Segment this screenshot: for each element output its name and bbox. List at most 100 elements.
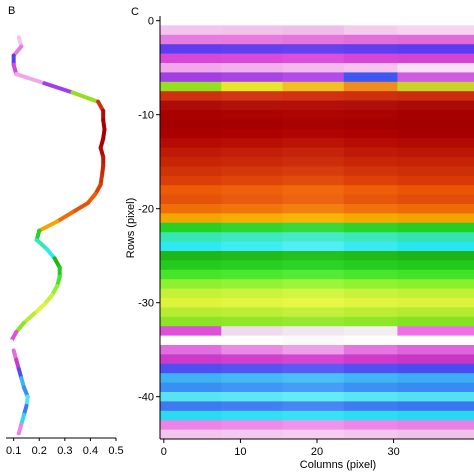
heatmap-cell bbox=[160, 166, 222, 177]
heatmap-cell bbox=[282, 345, 345, 355]
heatmap-cell bbox=[221, 335, 283, 346]
y-tick-label: -10 bbox=[138, 110, 154, 122]
heatmap-cell bbox=[282, 166, 345, 177]
heatmap-cell bbox=[343, 420, 398, 430]
panel-b-x-ticks: 0.1 0.2 0.3 0.4 0.5 bbox=[6, 438, 124, 457]
heatmap-cell bbox=[397, 44, 474, 54]
heatmap-cell bbox=[221, 110, 283, 120]
heatmap-cell bbox=[282, 204, 345, 214]
heatmap-cell bbox=[343, 298, 398, 308]
heatmap-cell bbox=[160, 128, 222, 139]
heatmap-cell bbox=[343, 175, 398, 186]
heatmap-cell bbox=[282, 382, 345, 393]
heatmap-cell bbox=[282, 91, 345, 101]
heatmap-cell bbox=[221, 251, 283, 261]
heatmap-cell bbox=[397, 128, 474, 139]
heatmap-cell bbox=[221, 401, 283, 412]
heatmap-cell bbox=[397, 316, 474, 327]
heatmap-cell bbox=[397, 373, 474, 383]
heatmap-cell bbox=[343, 147, 398, 158]
heatmap-cell bbox=[282, 222, 345, 233]
heatmap-cell bbox=[343, 241, 398, 252]
heatmap-cell bbox=[221, 185, 283, 195]
heatmap-cell bbox=[282, 298, 345, 308]
heatmap-cell bbox=[343, 345, 398, 355]
heatmap-cell bbox=[160, 410, 222, 421]
heatmap-cell bbox=[343, 16, 398, 26]
heatmap-cell bbox=[397, 363, 474, 374]
heatmap-cell bbox=[397, 138, 474, 148]
heatmap-cell bbox=[221, 166, 283, 177]
heatmap-cell bbox=[282, 410, 345, 421]
heatmap-cell bbox=[397, 175, 474, 186]
heatmap-cell bbox=[160, 373, 222, 383]
heatmap-cell bbox=[221, 260, 283, 271]
heatmap-cell bbox=[343, 269, 398, 280]
y-tick-label: -20 bbox=[138, 204, 154, 216]
heatmap-cell bbox=[221, 316, 283, 327]
heatmap-cell bbox=[282, 373, 345, 383]
heatmap-cell bbox=[282, 157, 345, 167]
heatmap-cell bbox=[343, 110, 398, 120]
profile-segment bbox=[14, 72, 47, 86]
profile-segment bbox=[70, 201, 90, 215]
heatmap-cell bbox=[282, 288, 345, 299]
heatmap-cell bbox=[221, 354, 283, 365]
heatmap-cell bbox=[282, 53, 345, 64]
heatmap-cell bbox=[160, 288, 222, 299]
heatmap-cell bbox=[343, 410, 398, 421]
y-tick-label: 0 bbox=[148, 16, 154, 28]
heatmap-cell bbox=[282, 335, 345, 346]
heatmap-cell bbox=[221, 53, 283, 64]
heatmap-cell bbox=[160, 363, 222, 374]
heatmap-cell bbox=[397, 91, 474, 101]
heatmap-cell bbox=[397, 288, 474, 299]
heatmap-cell bbox=[282, 72, 345, 83]
profile-segment bbox=[34, 237, 49, 252]
heatmap-cell bbox=[397, 119, 474, 130]
heatmap-cell bbox=[343, 279, 398, 289]
heatmap-cell bbox=[221, 91, 283, 101]
heatmap-cell bbox=[343, 157, 398, 167]
panel-b-x-tick-label: 0.2 bbox=[32, 445, 47, 457]
profile-segment bbox=[42, 81, 75, 95]
heatmap-cell bbox=[397, 260, 474, 271]
heatmap-cell bbox=[221, 326, 283, 336]
heatmap-cell bbox=[397, 429, 474, 439]
heatmap-cell bbox=[221, 175, 283, 186]
heatmap-cell bbox=[343, 53, 398, 64]
heatmap-cell bbox=[221, 72, 283, 83]
profile-segment bbox=[21, 311, 37, 325]
heatmap-cell bbox=[221, 269, 283, 280]
heatmap-cell bbox=[160, 241, 222, 252]
panel-b-profile-line bbox=[9, 26, 107, 436]
heatmap-cell bbox=[282, 110, 345, 120]
heatmap-cell bbox=[160, 119, 222, 130]
heatmap-cell bbox=[160, 298, 222, 308]
heatmap-cell bbox=[221, 119, 283, 130]
x-axis-ticks: 0 10 20 30 bbox=[161, 439, 400, 458]
heatmap-cell bbox=[221, 420, 283, 430]
heatmap-cell bbox=[282, 269, 345, 280]
heatmap-cell bbox=[221, 410, 283, 421]
heatmap-cell bbox=[282, 34, 345, 45]
profile-segment bbox=[32, 302, 47, 316]
heatmap-cell bbox=[397, 157, 474, 167]
heatmap-cell bbox=[160, 16, 222, 26]
heatmap-cell bbox=[282, 354, 345, 365]
heatmap-cell bbox=[343, 429, 398, 439]
heatmap-cell bbox=[282, 307, 345, 318]
heatmap-cell bbox=[343, 63, 398, 73]
heatmap-cell bbox=[221, 382, 283, 393]
heatmap-cell bbox=[343, 373, 398, 383]
heatmap-cell bbox=[160, 401, 222, 412]
heatmap-cell bbox=[221, 100, 283, 111]
heatmap-cell bbox=[343, 392, 398, 402]
y-tick-label: -40 bbox=[138, 392, 154, 404]
heatmap-cell bbox=[221, 241, 283, 252]
heatmap-cell bbox=[221, 307, 283, 318]
heatmap-cell bbox=[343, 44, 398, 54]
heatmap-cell bbox=[397, 279, 474, 289]
heatmap-cell bbox=[282, 44, 345, 54]
panel-b-x-tick-label: 0.1 bbox=[6, 445, 21, 457]
